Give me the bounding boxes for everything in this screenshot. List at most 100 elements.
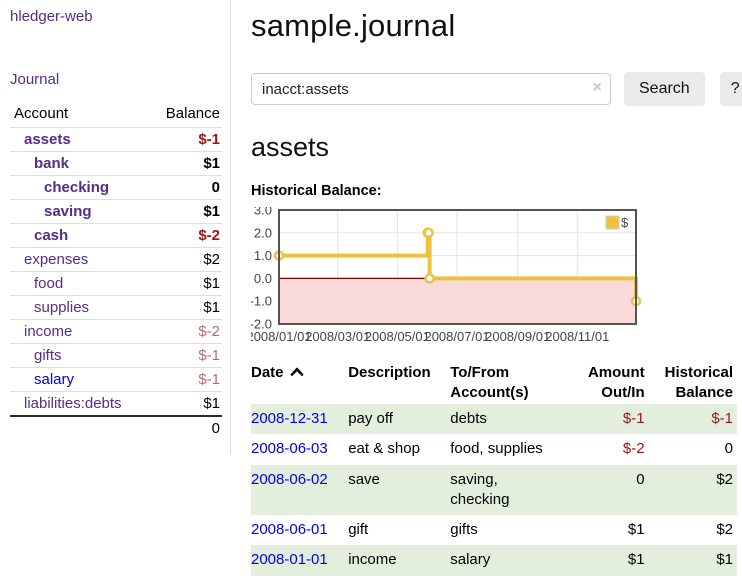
amount-cell: $1 <box>627 551 645 569</box>
account-row: saving $1 <box>10 199 222 224</box>
sidebar-account-assets[interactable]: assets <box>24 131 71 148</box>
register-row: 2008-06-02 save saving, checking 0 $2 <box>251 464 737 516</box>
account-balance-cell: $-1 <box>198 131 220 148</box>
x-tick-label: 2008/03/01 <box>305 329 370 344</box>
page-title: sample.journal <box>251 8 456 43</box>
accounts-table-header: Account Balance <box>10 102 222 128</box>
column-header-date[interactable]: Date <box>251 361 348 404</box>
transaction-date-link[interactable]: 2008-06-01 <box>251 521 328 538</box>
column-header-to-from[interactable]: To/From Account(s) <box>450 361 562 404</box>
x-tick-label: 2008/05/01 <box>365 329 430 344</box>
transaction-date-link[interactable]: 2008-01-01 <box>251 551 328 569</box>
accounts-cell: gifts <box>450 521 478 538</box>
account-row: checking 0 <box>10 175 222 200</box>
help-button[interactable]: ? <box>719 72 742 106</box>
column-header-amount[interactable]: Amount Out/In <box>562 361 645 404</box>
sidebar: hledger-web Journal Account Balance asse… <box>0 0 231 576</box>
account-balance-cell: $1 <box>203 395 220 412</box>
register-row: 2008-06-03 eat & shop food, supplies $-2 0 <box>251 434 737 464</box>
account-row: gifts $-1 <box>10 343 222 368</box>
x-tick-label: 2008/07/01 <box>424 329 489 344</box>
account-row: liabilities:debts $1 <box>10 391 222 417</box>
legend-label: $ <box>621 215 629 230</box>
accounts-header-row: Account Balance <box>10 102 222 128</box>
sidebar-account-saving[interactable]: saving <box>44 203 92 220</box>
sidebar-account-checking[interactable]: checking <box>44 179 110 196</box>
account-row: food $1 <box>10 271 222 296</box>
balance-cell: $-1 <box>711 410 733 427</box>
column-header-historical[interactable]: Historical Balance <box>645 361 737 404</box>
description-cell: save <box>348 470 380 488</box>
account-row: salary $-1 <box>10 367 222 392</box>
account-heading: assets <box>251 132 330 162</box>
sidebar-account-bank[interactable]: bank <box>34 155 70 172</box>
brand-link[interactable]: hledger-web <box>10 8 93 25</box>
amount-cell: 0 <box>636 470 645 488</box>
account-row: expenses $2 <box>10 247 222 272</box>
balance-chart-svg: 3.0 2.0 1.0 0.0 -1.0 -2.02008/01/012008/03/01… <box>246 203 642 344</box>
column-header-label: Amount Out/In <box>587 364 645 401</box>
accounts-total-balance: 0 <box>147 415 222 440</box>
accounts-header-balance: Balance <box>165 105 220 122</box>
sidebar-content: hledger-web Journal Account Balance asse… <box>0 0 231 454</box>
date-cell: 2008-12-31 <box>251 404 348 434</box>
search-button[interactable]: Search <box>624 72 705 106</box>
balance-cell: 0 <box>724 440 733 458</box>
sidebar-account-salary[interactable]: salary <box>34 371 75 388</box>
description-cell: gift <box>348 521 369 538</box>
historical-balance-chart: 3.0 2.0 1.0 0.0 -1.0 -2.0 2008/01/01 2008/03/01… <box>246 203 742 347</box>
column-header-label: Historical Balance <box>664 364 733 401</box>
register-rows: 2008-12-31 pay off debts $-1 $-1 2008-06-03 ea… <box>251 404 737 576</box>
account-name-cell: food <box>10 272 148 296</box>
description-cell: eat & shop <box>348 440 420 458</box>
account-name-cell: gifts <box>10 344 148 368</box>
sidebar-account-supplies[interactable]: supplies <box>34 299 90 316</box>
account-row: cash $-2 <box>10 223 222 248</box>
accounts-total-spacer <box>10 415 148 440</box>
x-tick-label: 2008/01/01 <box>251 329 312 344</box>
column-header-label: Description <box>348 364 431 381</box>
account-balance-cell: $1 <box>203 275 220 292</box>
sidebar-account-liabilities-debts[interactable]: liabilities:debts <box>24 395 122 412</box>
account-balance-cell: $1 <box>203 155 220 172</box>
transaction-date-link[interactable]: 2008-06-02 <box>251 470 328 488</box>
column-header-description[interactable]: Description <box>348 361 450 404</box>
chart-border <box>278 209 637 325</box>
transaction-date-link[interactable]: 2008-06-03 <box>251 440 328 458</box>
date-cell: 2008-06-02 <box>251 465 348 516</box>
sidebar-account-cash[interactable]: cash <box>34 227 69 244</box>
account-name-cell: supplies <box>10 296 148 320</box>
search-input[interactable] <box>251 73 611 105</box>
account-balance-cell: $2 <box>203 251 220 268</box>
account-name-cell: bank <box>10 152 148 176</box>
sidebar-account-gifts[interactable]: gifts <box>34 347 62 364</box>
account-name-cell: checking <box>10 176 148 200</box>
x-tick-label: 2008/11/01 <box>545 329 609 344</box>
main-content: sample.journal × Search ? assets Histori… <box>231 0 742 576</box>
accounts-header-account: Account <box>14 105 69 122</box>
account-name-cell: cash <box>10 224 148 248</box>
date-cell: 2008-06-03 <box>251 434 348 464</box>
account-name-cell: salary <box>10 368 148 392</box>
amount-cell: $-2 <box>622 440 645 458</box>
register-table: Date Description To/From Account(s) Amount … <box>251 361 737 576</box>
clear-search-icon[interactable]: × <box>592 79 602 96</box>
account-row: assets $-1 <box>10 127 222 152</box>
register-header-row: Date Description To/From Account(s) Amount … <box>251 361 737 404</box>
accounts-cell: debts <box>450 410 487 427</box>
sidebar-account-income[interactable]: income <box>24 323 73 340</box>
accounts-cell: saving, checking <box>450 470 510 508</box>
chart-point-marker <box>423 227 434 239</box>
sidebar-account-expenses[interactable]: expenses <box>24 251 89 268</box>
y-tick-label: 1.0 <box>254 248 272 263</box>
register-row: 2008-06-01 gift gifts $1 $2 <box>251 515 737 545</box>
chart-point-marker <box>424 273 435 284</box>
transaction-date-link[interactable]: 2008-12-31 <box>251 410 328 427</box>
sidebar-item-journal[interactable]: Journal <box>10 71 60 88</box>
register-row: 2008-12-31 pay off debts $-1 $-1 <box>251 404 737 435</box>
date-cell: 2008-01-01 <box>251 545 348 575</box>
y-tick-label: 2.0 <box>254 225 272 240</box>
search-bar: × Search ? <box>251 72 742 106</box>
sidebar-account-food[interactable]: food <box>34 275 64 292</box>
